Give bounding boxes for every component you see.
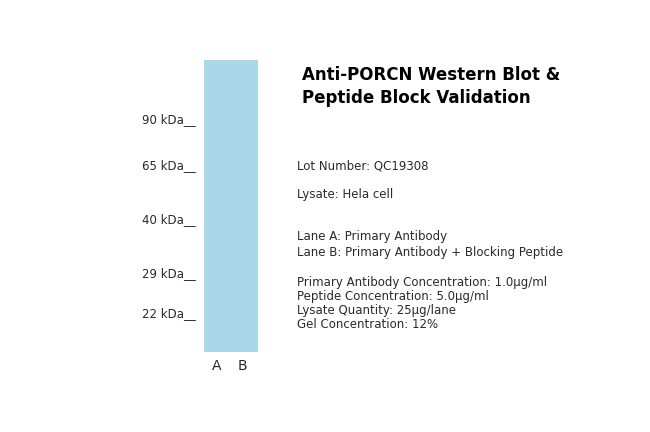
Text: Peptide Concentration: 5.0μg/ml: Peptide Concentration: 5.0μg/ml (296, 290, 489, 303)
Text: Anti-PORCN Western Blot &
Peptide Block Validation: Anti-PORCN Western Blot & Peptide Block … (302, 66, 560, 107)
Text: 22 kDa__: 22 kDa__ (142, 307, 196, 320)
Text: Lane B: Primary Antibody + Blocking Peptide: Lane B: Primary Antibody + Blocking Pept… (296, 245, 563, 258)
Text: Lane A: Primary Antibody: Lane A: Primary Antibody (296, 230, 447, 243)
Text: Lysate: Hela cell: Lysate: Hela cell (296, 188, 393, 201)
Text: 40 kDa__: 40 kDa__ (142, 213, 196, 226)
Text: Lot Number: QC19308: Lot Number: QC19308 (296, 159, 428, 172)
Bar (203, 60, 258, 352)
Text: 90 kDa__: 90 kDa__ (142, 113, 196, 126)
Text: Gel Concentration: 12%: Gel Concentration: 12% (296, 318, 438, 331)
Text: Lysate Quantity: 25μg/lane: Lysate Quantity: 25μg/lane (296, 304, 456, 317)
Text: 29 kDa__: 29 kDa__ (142, 267, 196, 280)
Text: A: A (212, 359, 222, 373)
Text: Primary Antibody Concentration: 1.0μg/ml: Primary Antibody Concentration: 1.0μg/ml (296, 276, 547, 289)
Text: 65 kDa__: 65 kDa__ (142, 159, 196, 172)
Text: B: B (238, 359, 247, 373)
